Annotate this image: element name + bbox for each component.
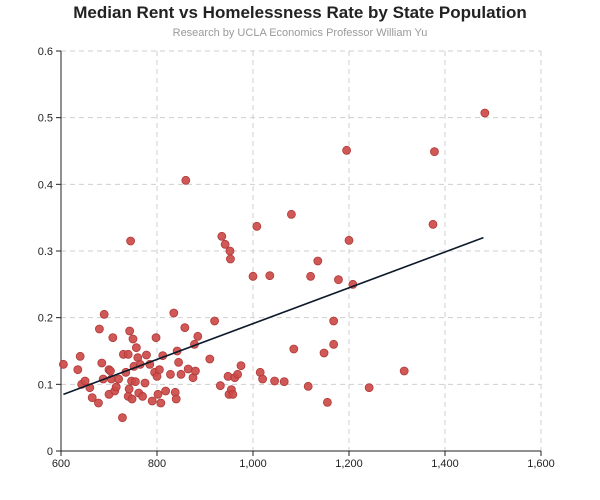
data-point xyxy=(205,354,215,364)
data-point xyxy=(322,397,332,407)
data-point xyxy=(279,377,289,387)
data-point xyxy=(344,235,354,245)
data-point xyxy=(319,348,329,358)
data-point xyxy=(181,175,191,185)
data-point xyxy=(156,398,166,408)
data-point xyxy=(95,324,104,334)
y-tick-label: 0.6 xyxy=(38,46,53,58)
data-point xyxy=(161,386,171,396)
data-point xyxy=(289,344,299,354)
data-point xyxy=(183,364,193,374)
chart-subtitle: Research by UCLA Economics Professor Wil… xyxy=(172,27,428,39)
data-point xyxy=(126,236,136,246)
data-point xyxy=(94,398,103,408)
data-point xyxy=(252,221,262,231)
data-point xyxy=(233,369,243,379)
data-point xyxy=(215,381,225,391)
data-point xyxy=(225,246,235,256)
data-point xyxy=(270,376,280,386)
data-point xyxy=(151,333,161,343)
data-point xyxy=(59,359,68,369)
data-point xyxy=(190,366,200,376)
data-point xyxy=(236,361,246,371)
data-point xyxy=(399,366,409,376)
y-tick-label: 0.4 xyxy=(38,179,53,191)
data-point xyxy=(220,239,230,249)
data-point xyxy=(106,366,115,376)
chart-title: Median Rent vs Homelessness Rate by Stat… xyxy=(73,3,527,22)
data-point xyxy=(174,357,184,367)
data-point xyxy=(329,339,339,349)
data-point xyxy=(130,377,140,387)
data-point xyxy=(131,343,141,353)
data-point xyxy=(329,316,339,326)
data-point xyxy=(193,331,203,341)
data-point xyxy=(114,374,123,384)
data-point xyxy=(248,271,258,281)
data-point xyxy=(166,369,175,379)
x-tick-label: 800 xyxy=(148,458,166,470)
y-tick-label: 0.5 xyxy=(38,113,53,125)
y-tick-label: 0.2 xyxy=(38,313,53,325)
data-point xyxy=(127,394,137,404)
data-point xyxy=(87,393,97,403)
data-point xyxy=(138,391,148,401)
data-point xyxy=(217,231,227,241)
data-point xyxy=(210,316,220,326)
y-tick-label: 0 xyxy=(47,446,53,458)
data-point xyxy=(123,349,133,359)
x-tick-label: 1,400 xyxy=(431,458,459,470)
data-point xyxy=(75,351,85,361)
data-point xyxy=(171,394,181,404)
data-point xyxy=(226,254,235,264)
data-point xyxy=(480,108,490,118)
data-point xyxy=(147,396,157,406)
data-point xyxy=(128,334,138,344)
x-tick-label: 600 xyxy=(52,458,70,470)
y-tick-label: 0.1 xyxy=(38,379,53,391)
data-point xyxy=(228,389,238,399)
data-point xyxy=(342,145,352,155)
data-point xyxy=(169,308,179,318)
data-point xyxy=(125,326,135,336)
x-tick-label: 1,200 xyxy=(335,458,363,470)
data-point xyxy=(73,365,83,375)
data-point xyxy=(265,271,275,281)
data-point xyxy=(124,384,134,394)
data-point xyxy=(142,350,151,360)
y-tick-label: 0.3 xyxy=(38,246,53,258)
data-point xyxy=(334,275,343,285)
data-point xyxy=(97,358,107,368)
x-tick-label: 1,000 xyxy=(239,458,267,470)
data-point xyxy=(80,376,90,386)
data-point xyxy=(108,333,118,343)
data-point xyxy=(111,382,121,392)
data-point xyxy=(176,369,186,379)
trend-line xyxy=(63,236,484,396)
data-point xyxy=(153,389,163,399)
data-point xyxy=(303,381,313,391)
data-point xyxy=(313,256,323,266)
data-point xyxy=(286,209,296,219)
data-point xyxy=(140,378,150,388)
data-point xyxy=(154,365,164,375)
data-point xyxy=(118,413,127,423)
data-point xyxy=(306,271,316,281)
data-point xyxy=(99,309,109,319)
data-point xyxy=(364,383,374,393)
x-tick-label: 1,600 xyxy=(527,458,555,470)
data-point xyxy=(428,219,438,229)
data-point xyxy=(430,147,439,157)
data-point xyxy=(258,374,268,384)
data-point xyxy=(180,323,190,333)
